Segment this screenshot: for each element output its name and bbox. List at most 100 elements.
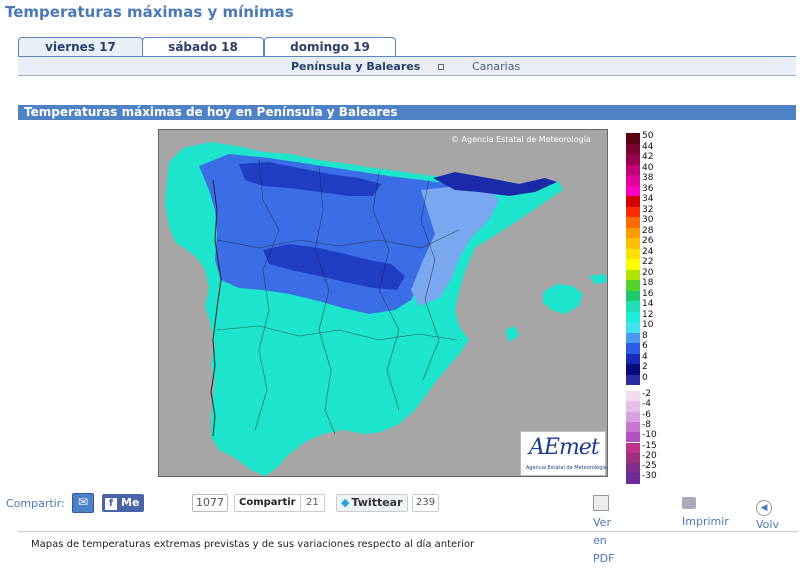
tab-divider [18, 56, 796, 57]
legend-swatch [626, 248, 640, 259]
legend-swatch [626, 374, 640, 385]
legend-swatch [626, 364, 640, 375]
legend-label: 32 [642, 204, 654, 215]
legend-label: 38 [642, 173, 654, 183]
legend-swatch [626, 238, 640, 249]
back-arrow-icon: ◀ [756, 500, 772, 516]
legend-swatch [626, 391, 640, 402]
legend-swatch [626, 401, 640, 412]
legend-swatch [626, 206, 640, 217]
email-share-icon[interactable]: ✉ [72, 493, 94, 513]
legend-swatch [626, 259, 640, 270]
back-link[interactable]: ◀Volv [756, 495, 779, 534]
legend-swatch [626, 343, 640, 354]
legend-label: -2 [642, 389, 651, 399]
facebook-share-button[interactable]: Compartir [234, 494, 301, 512]
legend-swatch [626, 452, 640, 464]
central-cold-core [263, 244, 405, 290]
tab-sabado[interactable]: sábado 18 [142, 37, 264, 56]
legend-swatch [626, 353, 640, 364]
legend-label: 14 [642, 299, 654, 309]
legend-label: 2 [642, 362, 648, 372]
legend-label: -25 [642, 461, 657, 472]
print-link[interactable]: Imprimir [682, 495, 729, 531]
subnav-peninsula[interactable]: Península y Baleares [291, 60, 421, 73]
subnav-separator-icon [438, 64, 444, 70]
legend-label: 4 [642, 351, 648, 362]
legend-swatch [626, 432, 640, 443]
legend-label: 24 [642, 246, 654, 257]
cantabrian-cold-core [239, 162, 381, 196]
portugal-border [210, 179, 222, 437]
legend-label: 22 [642, 257, 654, 267]
tweet-count: 239 [412, 494, 440, 512]
pyrenees-cold-core [433, 172, 557, 196]
temperature-map: © Agencia Estatal de Meteorología AEmet … [158, 129, 608, 477]
legend-label: 6 [642, 341, 648, 351]
legend-swatch [626, 227, 640, 238]
aemet-logo: AEmet Agencia Estatal de Meteorología [520, 431, 607, 476]
legend-label: 44 [642, 141, 654, 152]
legend-swatch [626, 280, 640, 291]
legend-label: -10 [642, 430, 657, 441]
map-copyright: © Agencia Estatal de Meteorología [451, 135, 591, 144]
legend-swatch [626, 196, 640, 207]
facebook-icon: f [105, 498, 117, 510]
aemet-logo-text: AEmet [529, 435, 600, 460]
legend-label: 8 [642, 330, 648, 341]
legend-swatch [626, 332, 640, 343]
legend-label: -30 [642, 471, 657, 482]
subnav-canarias[interactable]: Canarias [472, 60, 521, 73]
spain-map-graphic [165, 142, 607, 476]
footer-divider [18, 531, 798, 532]
legend-swatch [626, 269, 640, 280]
legend-label: 16 [642, 288, 654, 299]
legend-swatch [626, 164, 640, 175]
pdf-link[interactable]: Ver en PDF [593, 495, 614, 568]
legend-swatch [626, 473, 640, 484]
legend-label: -6 [642, 409, 651, 420]
legend-label: 30 [642, 215, 654, 225]
legend-label: -4 [642, 399, 651, 410]
tab-domingo[interactable]: domingo 19 [264, 37, 396, 56]
legend-swatch [626, 175, 640, 186]
mallorca-shape [543, 284, 583, 314]
pdf-icon [593, 495, 609, 511]
legend-label: -8 [642, 419, 651, 430]
aemet-logo-subtitle: Agencia Estatal de Meteorología [526, 465, 607, 471]
share-label: Compartir: [6, 497, 65, 510]
ibiza-shape [505, 326, 519, 342]
legend-label: 12 [642, 309, 654, 320]
legend-swatch [626, 322, 640, 333]
region-subnav: Península y Baleares Canarias [18, 57, 796, 76]
section-title: Temperaturas máximas de hoy en Península… [18, 105, 796, 120]
facebook-like-button[interactable]: f Me gusta [102, 494, 144, 527]
legend-label: 36 [642, 183, 654, 194]
legend-label: 28 [642, 225, 654, 236]
temperature-legend: 50 44 42 40 38 36 34 32 30 28 26 24 22 20 18 16 14 12 10 8 6… [626, 132, 666, 484]
footer-text: Mapas de temperaturas extremas previstas… [31, 539, 475, 550]
legend-label: -20 [642, 450, 657, 461]
twitter-icon: ◆ [341, 496, 350, 509]
legend-swatch [626, 290, 640, 301]
tweet-button[interactable]: ◆ Twittear [336, 494, 408, 512]
legend-label: 10 [642, 320, 654, 330]
legend-swatch [626, 217, 640, 228]
legend-swatch [626, 311, 640, 322]
tab-viernes[interactable]: viernes 17 [18, 37, 143, 57]
legend-label: 0 [642, 372, 648, 383]
legend-label: 34 [642, 194, 654, 204]
legend-swatch [626, 442, 640, 453]
like-count: 1077 [192, 494, 228, 512]
page-title: Temperaturas máximas y mínimas [5, 3, 294, 21]
legend-swatch [626, 463, 640, 474]
legend-label: -15 [642, 440, 657, 451]
legend-swatch [626, 421, 640, 433]
legend-swatch [626, 411, 640, 422]
printer-icon [682, 497, 696, 509]
east-light-zone [411, 186, 499, 306]
legend-label: 18 [642, 278, 654, 288]
legend-label: 42 [642, 152, 654, 162]
province-lines [216, 159, 460, 435]
legend-swatch [626, 185, 640, 196]
